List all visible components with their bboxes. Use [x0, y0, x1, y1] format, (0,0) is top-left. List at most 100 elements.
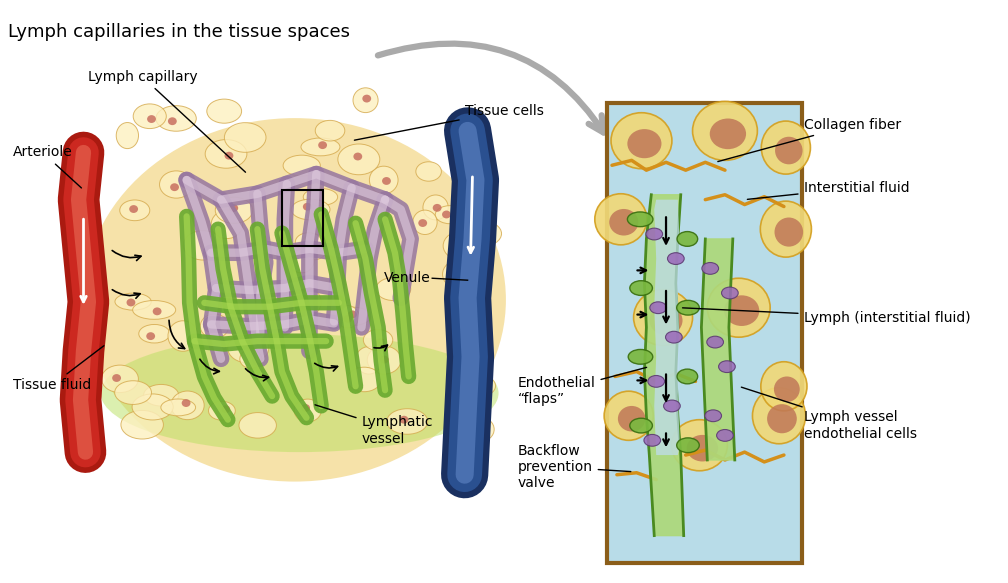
Ellipse shape: [132, 394, 173, 420]
Ellipse shape: [156, 106, 197, 131]
Ellipse shape: [112, 374, 121, 382]
Ellipse shape: [201, 314, 229, 339]
Ellipse shape: [692, 101, 757, 160]
Ellipse shape: [147, 115, 156, 123]
Ellipse shape: [775, 137, 802, 164]
Ellipse shape: [170, 183, 179, 191]
Ellipse shape: [761, 121, 810, 174]
Ellipse shape: [363, 329, 393, 350]
Ellipse shape: [611, 113, 672, 168]
Ellipse shape: [707, 336, 724, 348]
Ellipse shape: [225, 122, 266, 152]
Ellipse shape: [369, 166, 398, 194]
Ellipse shape: [648, 375, 664, 387]
Text: Interstitial fluid: Interstitial fluid: [747, 181, 909, 199]
Ellipse shape: [348, 367, 381, 392]
Ellipse shape: [301, 404, 310, 412]
Ellipse shape: [152, 307, 161, 315]
Ellipse shape: [338, 307, 371, 325]
Ellipse shape: [671, 420, 728, 471]
Ellipse shape: [595, 194, 647, 245]
Ellipse shape: [115, 293, 151, 310]
Ellipse shape: [717, 430, 733, 441]
Ellipse shape: [337, 305, 359, 328]
Ellipse shape: [646, 228, 662, 240]
Ellipse shape: [288, 250, 314, 273]
Ellipse shape: [719, 361, 735, 373]
Ellipse shape: [116, 122, 138, 149]
Ellipse shape: [216, 197, 253, 223]
Ellipse shape: [207, 99, 242, 123]
Ellipse shape: [209, 401, 235, 420]
Text: Venule: Venule: [383, 271, 430, 285]
Ellipse shape: [222, 405, 230, 413]
Polygon shape: [654, 199, 679, 455]
Text: Lymph vessel
endothelial cells: Lymph vessel endothelial cells: [741, 387, 916, 441]
Ellipse shape: [338, 144, 380, 175]
Text: Arteriole: Arteriole: [13, 146, 82, 188]
Text: Lymph capillaries in the tissue spaces: Lymph capillaries in the tissue spaces: [8, 23, 350, 41]
Ellipse shape: [708, 278, 770, 337]
Ellipse shape: [212, 210, 243, 238]
Ellipse shape: [319, 141, 327, 149]
Ellipse shape: [133, 104, 166, 129]
Ellipse shape: [761, 361, 807, 411]
Ellipse shape: [376, 338, 385, 346]
Ellipse shape: [139, 325, 170, 343]
Text: Lymphatic
vessel: Lymphatic vessel: [316, 405, 433, 445]
Ellipse shape: [206, 139, 247, 168]
Ellipse shape: [115, 381, 151, 405]
Ellipse shape: [181, 399, 191, 407]
Ellipse shape: [376, 278, 410, 300]
Ellipse shape: [423, 195, 449, 220]
Ellipse shape: [382, 177, 391, 185]
Ellipse shape: [301, 138, 340, 156]
Ellipse shape: [291, 199, 330, 220]
Ellipse shape: [299, 234, 328, 260]
Ellipse shape: [630, 418, 652, 433]
Ellipse shape: [477, 230, 486, 238]
Ellipse shape: [416, 161, 442, 181]
Text: Lymph (interstitial fluid): Lymph (interstitial fluid): [682, 308, 970, 325]
Ellipse shape: [676, 300, 700, 315]
Ellipse shape: [767, 404, 796, 433]
Ellipse shape: [183, 231, 223, 260]
Ellipse shape: [228, 333, 269, 363]
Ellipse shape: [630, 280, 652, 296]
Ellipse shape: [129, 205, 138, 213]
Ellipse shape: [283, 155, 321, 176]
Ellipse shape: [84, 118, 506, 482]
Ellipse shape: [628, 349, 653, 364]
Text: Endothelial
“flaps”: Endothelial “flaps”: [518, 367, 647, 406]
Text: Collagen fiber: Collagen fiber: [718, 118, 901, 161]
Ellipse shape: [159, 171, 193, 198]
FancyBboxPatch shape: [607, 103, 801, 563]
Ellipse shape: [649, 306, 682, 335]
Ellipse shape: [774, 377, 799, 402]
Ellipse shape: [443, 210, 451, 219]
Ellipse shape: [316, 120, 345, 141]
Ellipse shape: [677, 369, 698, 384]
Ellipse shape: [240, 350, 262, 368]
Ellipse shape: [101, 334, 499, 452]
Ellipse shape: [461, 220, 502, 247]
Ellipse shape: [380, 356, 389, 364]
Ellipse shape: [443, 260, 475, 289]
Ellipse shape: [354, 153, 362, 160]
Ellipse shape: [171, 391, 205, 420]
Ellipse shape: [665, 331, 682, 343]
Ellipse shape: [367, 346, 401, 374]
Text: Tissue cells: Tissue cells: [355, 104, 543, 140]
Ellipse shape: [121, 410, 163, 439]
Ellipse shape: [127, 298, 135, 307]
Ellipse shape: [705, 410, 722, 422]
Ellipse shape: [459, 374, 496, 397]
Text: Tissue fluid: Tissue fluid: [13, 346, 104, 392]
Ellipse shape: [454, 196, 486, 223]
Text: Backflow
prevention
valve: Backflow prevention valve: [518, 444, 631, 490]
Ellipse shape: [143, 384, 178, 406]
Ellipse shape: [102, 365, 138, 392]
Ellipse shape: [722, 287, 738, 299]
Ellipse shape: [348, 311, 357, 318]
Ellipse shape: [362, 94, 371, 103]
